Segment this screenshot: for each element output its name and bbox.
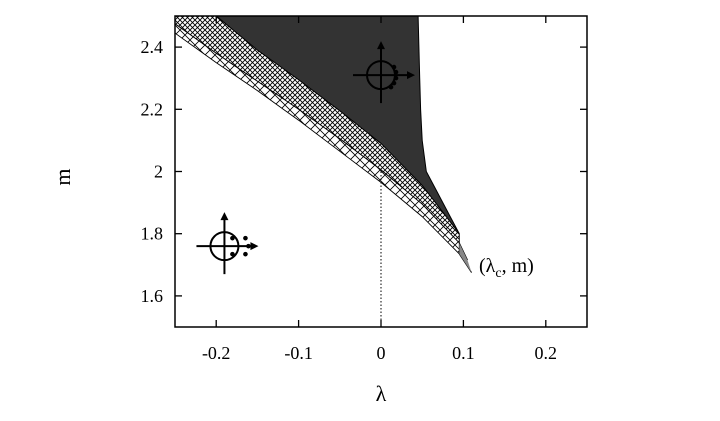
- eigenvalue-dot: [391, 80, 397, 86]
- eigenvalue-dot: [393, 69, 399, 75]
- y-tick-label: 2.4: [141, 37, 164, 57]
- x-tick-label: -0.1: [284, 343, 313, 363]
- eigenvalue-icon-left: [196, 212, 259, 275]
- y-tick-label: 1.8: [141, 224, 164, 244]
- y-tick-label: 2.2: [141, 99, 164, 119]
- axis-ticks: -0.2 -0.1 0 0.1 0.2 1.6 1.8 2 2.2 2.4: [141, 16, 587, 363]
- eigenvalue-dot: [393, 75, 399, 81]
- arrow-right-icon: [250, 242, 259, 251]
- eigenvalue-dot: [391, 64, 397, 70]
- eigenvalue-dot: [230, 251, 235, 257]
- eigenvalue-icons: [196, 41, 415, 275]
- arrow-up-icon: [377, 41, 385, 50]
- eigenvalue-dot: [388, 84, 394, 90]
- annotation-subscript: c: [495, 266, 501, 281]
- plot-area: [175, 16, 473, 327]
- arrow-up-icon: [220, 212, 229, 221]
- x-axis-title: λ: [376, 381, 387, 406]
- eigenvalue-dot: [243, 235, 248, 241]
- eigenvalue-dot: [243, 251, 248, 257]
- x-tick-label: -0.2: [202, 343, 231, 363]
- eigenvalue-dot: [230, 235, 235, 241]
- y-tick-label: 2: [154, 162, 163, 182]
- x-tick-label: 0.1: [452, 343, 475, 363]
- arrow-right-icon: [407, 71, 415, 80]
- x-tick-label: 0.2: [535, 343, 558, 363]
- eigenvalue-icon-right: [353, 41, 415, 104]
- tail-shade: [459, 243, 472, 273]
- annotation-tail: , m): [502, 255, 534, 277]
- x-tick-label: 0: [377, 343, 386, 363]
- annotation-main: (λ: [479, 255, 496, 277]
- y-tick-label: 1.6: [141, 286, 164, 306]
- lambda-c-annotation: (λc, m): [479, 255, 534, 281]
- eigenvalue-dot: [246, 243, 251, 249]
- y-axis-title: m: [50, 168, 75, 185]
